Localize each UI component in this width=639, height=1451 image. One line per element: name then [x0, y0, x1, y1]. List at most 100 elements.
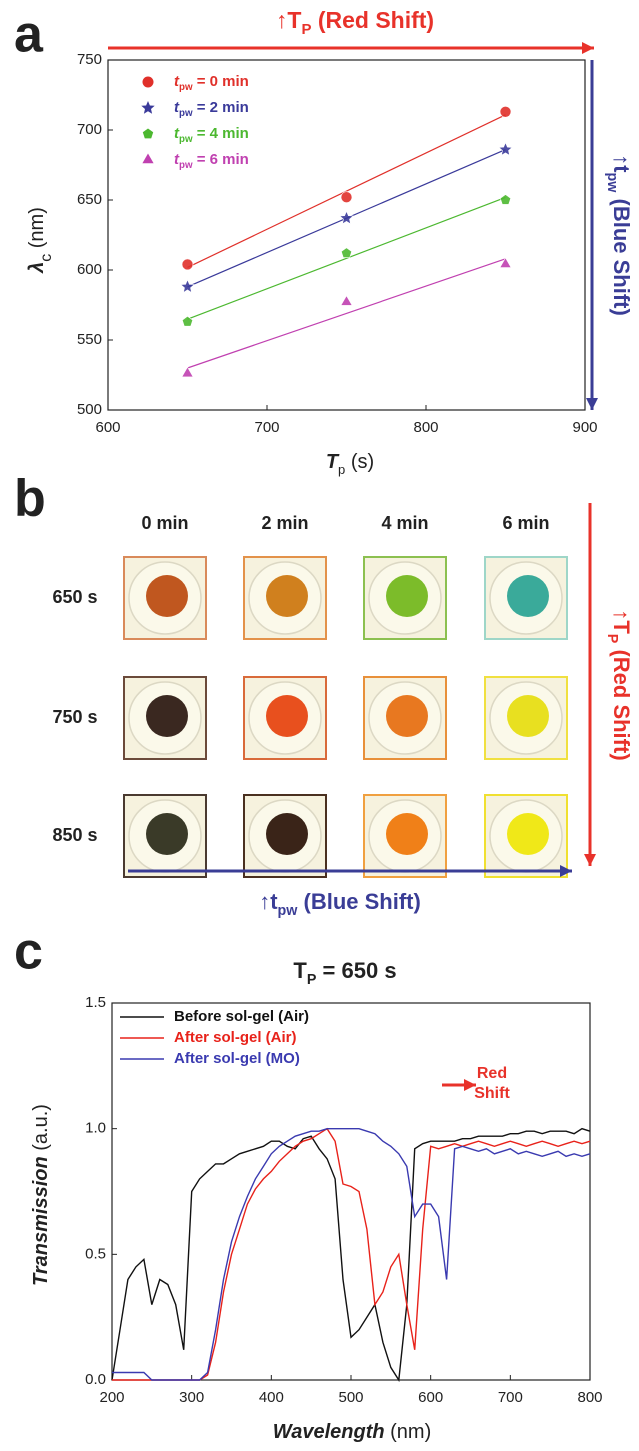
sample-spot [266, 695, 308, 737]
x-tick-label: 800 [577, 1389, 602, 1406]
legend-label: After sol-gel (MO) [174, 1050, 300, 1067]
x-tick-label: 300 [179, 1389, 204, 1406]
x-tick-label: 400 [259, 1389, 284, 1406]
legend-label-part: t [174, 73, 180, 90]
x-tick-label: 500 [338, 1389, 363, 1406]
column-label: 0 min [141, 513, 188, 533]
x-tick-label: 900 [572, 419, 597, 436]
y-tick-label: 0.0 [85, 1371, 106, 1388]
data-point [340, 191, 353, 203]
annotation-part: P [301, 21, 311, 38]
annotation-part: (Blue Shift) [297, 889, 420, 914]
x-axis-label: Tp (s) [326, 451, 374, 477]
legend-marker [142, 153, 154, 164]
sample-spot [507, 695, 549, 737]
y-axis-label: Transmission (a.u.) [30, 1104, 52, 1286]
y-tick-label: 750 [77, 51, 102, 68]
y-tick-label: 0.5 [85, 1245, 106, 1262]
shift-arrow-head [582, 42, 594, 54]
sample-spot [386, 813, 428, 855]
annotation-part: ↑t [609, 154, 634, 173]
legend-label: tpw = 4 min [174, 125, 249, 145]
legend-marker [141, 101, 155, 114]
chart-title-part: = 650 s [316, 958, 396, 983]
legend-label-part: pw [179, 160, 193, 171]
fit-line [187, 196, 506, 320]
x-axis-label-part: p [338, 462, 345, 477]
y-tick-label: 1.5 [85, 994, 106, 1011]
spectrum-line [111, 1127, 591, 1383]
y-axis-label-part: (a.u.) [30, 1104, 52, 1156]
legend-label-part: t [174, 99, 180, 116]
annotation-part: (Red Shift) [311, 7, 434, 33]
y-tick-label: 500 [77, 401, 102, 418]
legend-label: Before sol-gel (Air) [174, 1008, 309, 1025]
legend-label-part: pw [179, 134, 193, 145]
plot-frame [107, 59, 586, 411]
annotation: Red [477, 1065, 507, 1082]
annotation-part: ↑t [259, 889, 278, 914]
annotation-part: pw [604, 173, 620, 194]
row-label: 850 s [52, 825, 97, 845]
annotation: ↑tpw (Blue Shift) [604, 154, 634, 316]
y-tick-label: 550 [77, 331, 102, 348]
x-axis-label-part: Wavelength [273, 1421, 385, 1443]
sample-spot [507, 813, 549, 855]
y-tick-label: 650 [77, 191, 102, 208]
y-tick-label: 600 [77, 261, 102, 278]
annotation-part: ↑T [609, 609, 634, 634]
spectrum-line [112, 1128, 591, 1381]
shift-arrow-head [560, 865, 572, 877]
data-point [498, 141, 513, 156]
x-axis-label-part: (s) [345, 451, 374, 473]
x-tick-label: 200 [99, 1389, 124, 1406]
legend-label-part: pw [179, 108, 193, 119]
column-label: 2 min [261, 513, 308, 533]
annotation: ↑tpw (Blue Shift) [259, 889, 421, 919]
x-tick-label: 600 [418, 1389, 443, 1406]
legend-label: tpw = 0 min [174, 73, 249, 93]
legend-label-part: = 6 min [193, 151, 249, 168]
sample-spot [386, 575, 428, 617]
data-point [339, 210, 354, 225]
legend-label-part: = 0 min [193, 73, 249, 90]
data-point [181, 258, 194, 271]
sample-spot [146, 695, 188, 737]
shift-arrow-head [584, 854, 596, 866]
legend-marker [142, 128, 154, 139]
shift-arrow-head [586, 398, 598, 410]
panel-label: a [14, 6, 44, 64]
chart-title-part: T [293, 958, 307, 983]
annotation: ↑TP (Red Shift) [276, 7, 434, 38]
annotation-part: (Red Shift) [609, 643, 634, 760]
x-tick-label: 700 [498, 1389, 523, 1406]
x-tick-label: 800 [413, 419, 438, 436]
panel-label: c [14, 923, 43, 981]
data-point [499, 106, 512, 118]
data-point [340, 295, 353, 306]
x-axis-label-part: (nm) [385, 1421, 432, 1443]
row-label: 650 s [52, 587, 97, 607]
chart-title: TP = 650 s [293, 958, 396, 988]
data-point [499, 257, 512, 268]
data-point [180, 279, 195, 294]
data-point [181, 315, 194, 327]
x-tick-label: 600 [95, 419, 120, 436]
legend-label: tpw = 6 min [174, 151, 249, 171]
data-point [499, 194, 512, 205]
chart-title-part: P [307, 972, 317, 988]
y-axis-label-part: Transmission [30, 1156, 52, 1286]
fit-line [187, 258, 506, 369]
sample-spot [146, 813, 188, 855]
legend-label-part: = 2 min [193, 99, 249, 116]
annotation-part: P [604, 634, 620, 644]
annotation-part: (Blue Shift) [609, 192, 634, 315]
legend-label-part: = 4 min [193, 125, 249, 142]
panel-label: b [14, 470, 46, 528]
row-label: 750 s [52, 707, 97, 727]
column-label: 6 min [502, 513, 549, 533]
data-point [181, 366, 194, 378]
legend-label: tpw = 2 min [174, 99, 249, 119]
x-tick-label: 700 [254, 419, 279, 436]
sample-spot [507, 575, 549, 617]
